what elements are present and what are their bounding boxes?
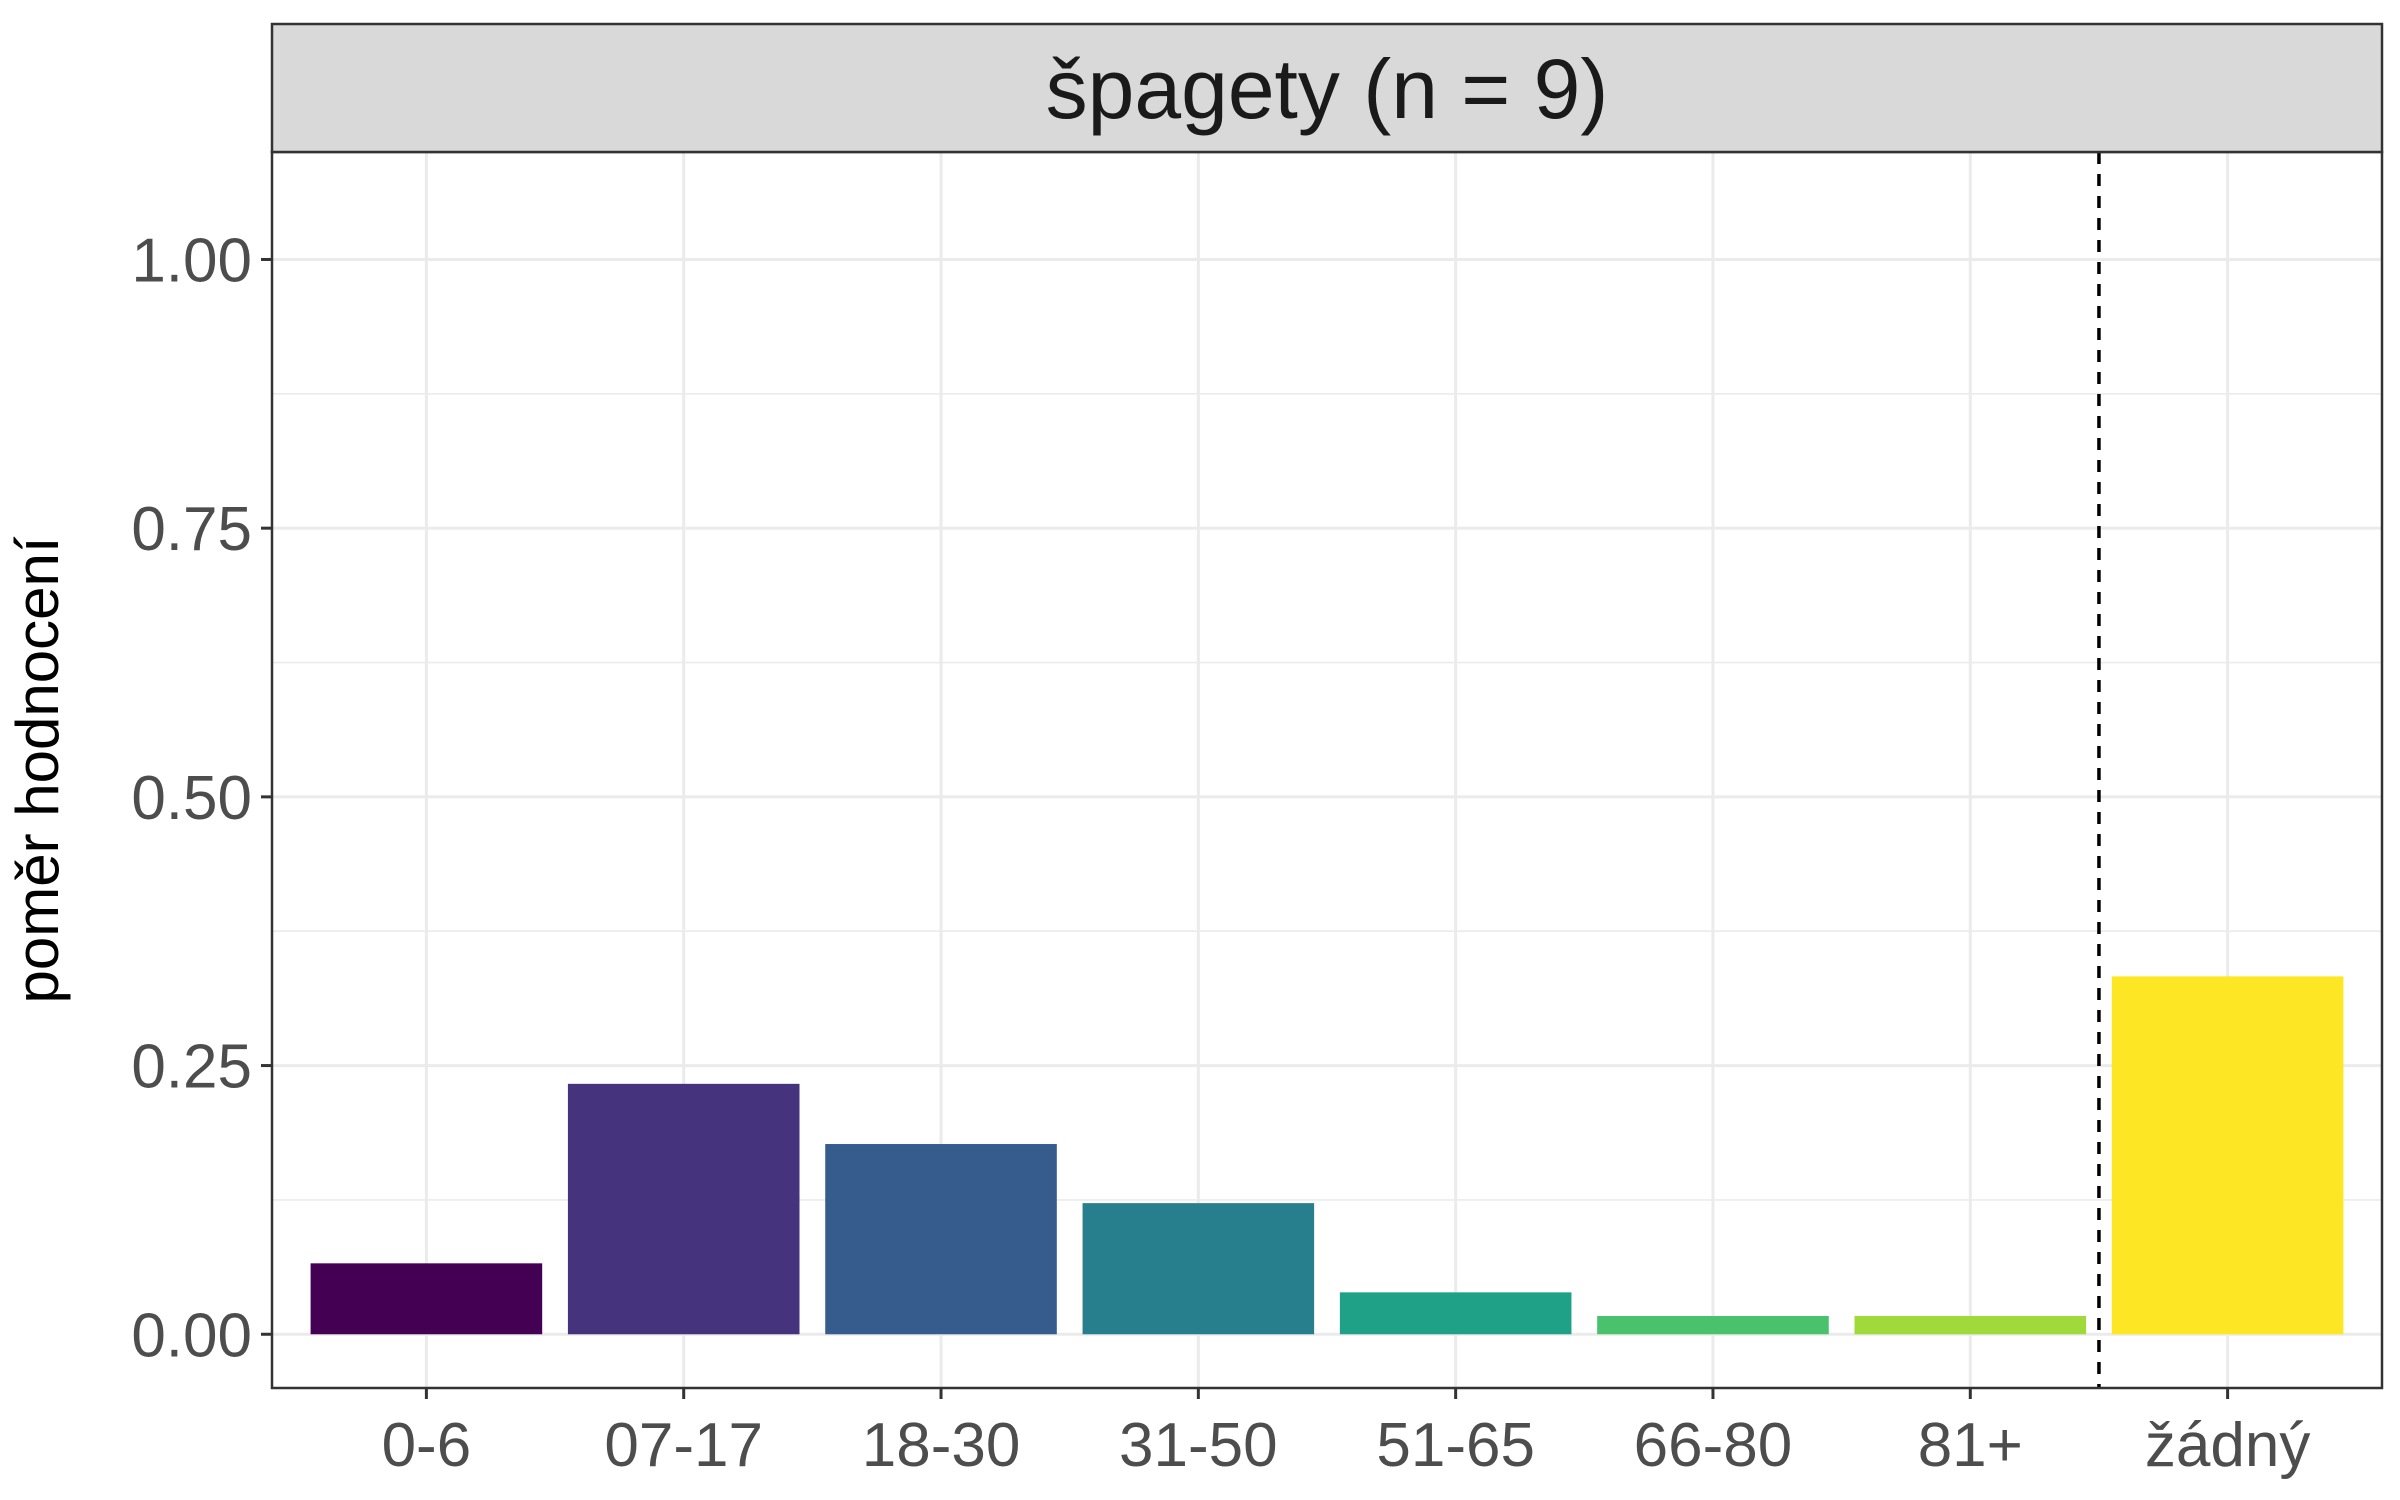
x-tick-label: 31-50 <box>1119 1411 1278 1480</box>
y-tick-label: 0.00 <box>131 1301 252 1370</box>
bar-31-50 <box>1082 1203 1315 1335</box>
bar-žádný <box>2111 976 2344 1335</box>
bar-18-30 <box>825 1144 1057 1335</box>
bar-66-80 <box>1597 1315 1829 1335</box>
x-tick-label: žádný <box>2145 1411 2310 1480</box>
y-axis-title: poměr hodnocení <box>4 536 71 1003</box>
y-tick-label: 0.50 <box>131 764 252 833</box>
y-tick-label: 0.75 <box>131 495 252 564</box>
x-tick-label: 07-17 <box>604 1411 763 1480</box>
bar-51-65 <box>1339 1292 1572 1335</box>
x-tick-label: 81+ <box>1918 1411 2023 1480</box>
bar-0-6 <box>310 1263 543 1335</box>
x-tick-label: 51-65 <box>1376 1411 1535 1480</box>
bar-07-17 <box>567 1083 800 1335</box>
bars <box>310 976 2344 1335</box>
bar-81+ <box>1854 1315 2087 1335</box>
x-axis: 0-6 07-17 18-30 31-50 51-65 66-80 81+ žádný <box>382 1388 2310 1480</box>
facet-strip <box>270 22 2384 154</box>
x-tick-label: 0-6 <box>382 1411 472 1480</box>
y-axis: 0.00 0.25 0.50 0.75 1.00 <box>131 226 272 1370</box>
y-tick-label: 1.00 <box>131 226 252 295</box>
y-tick-label: 0.25 <box>131 1033 252 1102</box>
x-tick-label: 66-80 <box>1634 1411 1793 1480</box>
facet-title: špagety (n = 9) <box>1046 42 1609 136</box>
x-tick-label: 18-30 <box>862 1411 1021 1480</box>
